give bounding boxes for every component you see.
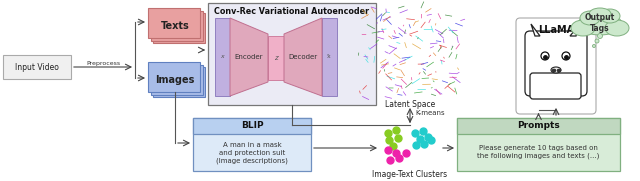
Text: z: z: [274, 55, 278, 61]
Text: K-means: K-means: [415, 110, 445, 116]
Bar: [322, 18, 337, 96]
Text: Encoder: Encoder: [235, 54, 263, 60]
Ellipse shape: [578, 13, 622, 35]
Bar: [153, 67, 205, 97]
FancyBboxPatch shape: [530, 73, 581, 99]
Bar: [151, 11, 203, 41]
Text: Input Video: Input Video: [15, 62, 59, 71]
Polygon shape: [531, 24, 540, 36]
Ellipse shape: [600, 9, 620, 23]
Ellipse shape: [580, 11, 600, 25]
Bar: [3, 55, 71, 79]
Text: A man in a mask
and protection suit
(Image descriptions): A man in a mask and protection suit (Ima…: [216, 142, 288, 164]
Polygon shape: [570, 24, 580, 36]
Bar: [151, 65, 203, 95]
Text: Output
Tags: Output Tags: [585, 13, 615, 33]
FancyBboxPatch shape: [525, 31, 587, 96]
Text: Decoder: Decoder: [289, 54, 317, 60]
Circle shape: [562, 52, 570, 60]
Bar: [193, 118, 311, 134]
Ellipse shape: [605, 20, 629, 36]
Circle shape: [595, 39, 599, 43]
Text: LLaMA: LLaMA: [538, 25, 574, 35]
Text: Latent Space: Latent Space: [385, 100, 435, 109]
Bar: [215, 18, 230, 96]
Bar: [268, 36, 284, 80]
Text: Conv-Rec Variational Autoencoder: Conv-Rec Variational Autoencoder: [214, 7, 369, 16]
Text: BLIP: BLIP: [241, 121, 263, 131]
Text: x: x: [220, 54, 224, 60]
Circle shape: [598, 33, 602, 39]
Bar: [457, 118, 620, 171]
Bar: [148, 62, 200, 92]
Bar: [208, 3, 376, 105]
Bar: [153, 13, 205, 43]
Text: Images: Images: [156, 75, 195, 85]
Polygon shape: [284, 18, 322, 96]
Bar: [148, 8, 200, 38]
Polygon shape: [230, 18, 268, 96]
Bar: [193, 118, 311, 171]
Bar: [457, 118, 620, 134]
Text: Image-Text Clusters: Image-Text Clusters: [372, 170, 447, 179]
Circle shape: [541, 52, 549, 60]
Text: Preprocess: Preprocess: [86, 60, 120, 66]
FancyBboxPatch shape: [516, 18, 596, 114]
Text: Please generate 10 tags based on
the following images and texts (...): Please generate 10 tags based on the fol…: [477, 145, 600, 159]
Text: x̂: x̂: [327, 54, 331, 60]
Ellipse shape: [571, 20, 595, 36]
Ellipse shape: [551, 67, 561, 73]
Circle shape: [593, 45, 595, 47]
Text: Texts: Texts: [161, 21, 189, 31]
Ellipse shape: [589, 8, 611, 20]
Text: Prompts: Prompts: [517, 121, 560, 131]
